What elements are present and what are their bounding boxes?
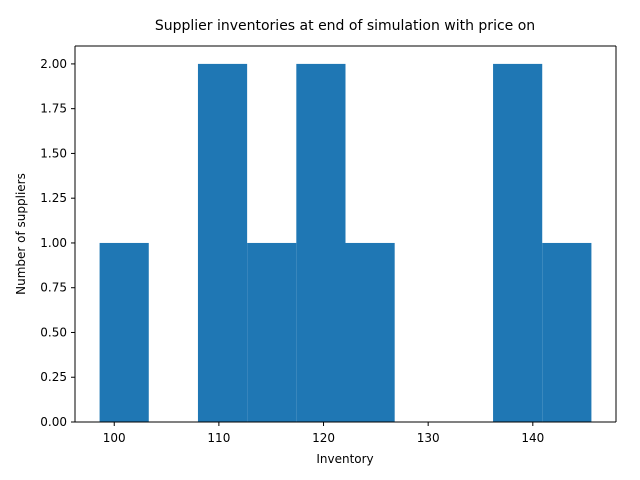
histogram-bar-0 (99, 242, 149, 422)
x-tick-label-3: 130 (417, 431, 440, 445)
histogram-bar-3 (247, 242, 297, 422)
histogram-bar-2 (197, 63, 248, 423)
x-tick-label-0: 100 (103, 431, 126, 445)
histogram-bar-5 (345, 242, 395, 422)
x-tick-label-1: 110 (207, 431, 230, 445)
y-tick-label-6: 1.50 (40, 146, 67, 160)
y-ticks-group: 0.00 0.25 0.50 0.75 1.00 1.25 1.50 1.75 2.00 (40, 57, 75, 429)
chart-title: Supplier inventories at end of simulatio… (155, 18, 535, 34)
x-ticks-group: 100 110 120 130 140 (103, 422, 544, 445)
y-tick-label-2: 0.50 (40, 325, 67, 339)
y-tick-label-3: 0.75 (40, 281, 67, 295)
axes-frame (74, 45, 617, 423)
y-tick-label-0: 0.00 (40, 415, 67, 429)
y-tick-label-8: 2.00 (40, 57, 67, 71)
y-tick-label-7: 1.75 (40, 102, 67, 116)
x-axis-label: Inventory (316, 452, 373, 466)
y-tick-label-4: 1.00 (40, 236, 67, 250)
x-tick-label-2: 120 (312, 431, 335, 445)
histogram-bar-4 (296, 63, 346, 423)
histogram-bar-8 (493, 63, 543, 423)
x-tick-label-4: 140 (521, 431, 544, 445)
y-tick-label-5: 1.25 (40, 191, 67, 205)
y-tick-label-1: 0.25 (40, 370, 67, 384)
bars-group (99, 63, 592, 423)
histogram-bar-9 (542, 242, 592, 422)
y-axis-label: Number of suppliers (14, 173, 28, 295)
